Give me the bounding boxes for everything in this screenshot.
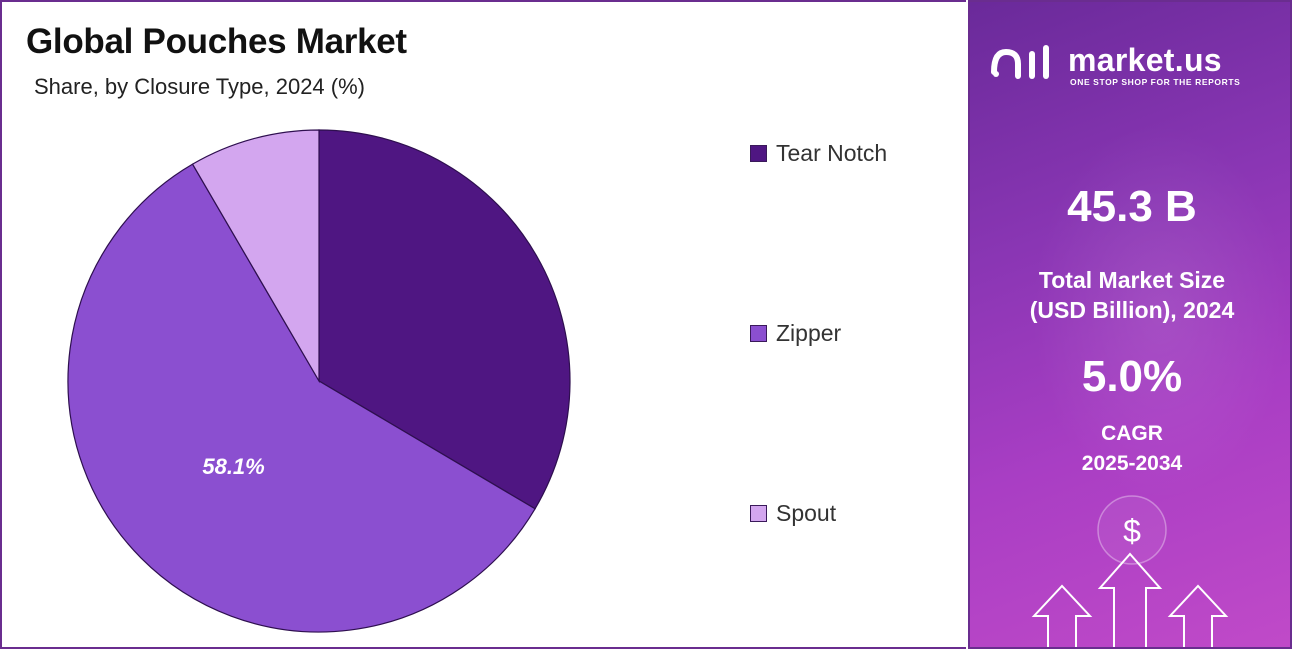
- legend-swatch-tear-notch: [750, 144, 767, 162]
- cagr-label-line2: 2025-2034: [1081, 452, 1183, 475]
- dollar-coin-icon: $: [1097, 495, 1167, 565]
- legend-swatch-spout: [750, 504, 767, 522]
- cagr-label-line1: CAGR: [1101, 422, 1163, 445]
- cagr-value: 5.0%: [1081, 352, 1183, 401]
- legend-item-tear-notch: Tear Notch: [750, 138, 887, 168]
- market-size-label-line2: (USD Billion), 2024: [1029, 297, 1235, 323]
- decor-graphic: $: [1031, 495, 1229, 647]
- brand-name: market.us: [1068, 42, 1222, 78]
- brand-tagline: ONE STOP SHOP FOR THE REPORTS: [1070, 77, 1241, 87]
- chart-subtitle: Share, by Closure Type, 2024 (%): [34, 74, 365, 99]
- pie-data-labels: 58.1%: [202, 454, 264, 479]
- legend-label-spout: Spout: [776, 499, 837, 526]
- pie-slice-zipper: [67, 163, 536, 633]
- pie-slice-spout: [191, 129, 320, 384]
- up-arrow-icon: [1031, 552, 1229, 647]
- brand-logo: market.us ONE STOP SHOP FOR THE REPORTS: [990, 40, 1280, 90]
- legend-item-zipper: Zipper: [750, 318, 841, 348]
- legend-swatch-zipper: [750, 324, 767, 342]
- currency-symbol: $: [1123, 513, 1141, 549]
- chart-title: Global Pouches Market: [26, 22, 407, 61]
- chart-panel: Global Pouches Market Share, by Closure …: [0, 0, 966, 649]
- market-size-value: 45.3 B: [1067, 182, 1197, 231]
- market-size-label-line1: Total Market Size: [1038, 267, 1226, 293]
- chart-legend: Tear Notch Zipper Spout: [750, 138, 960, 538]
- pie-slices: [67, 129, 571, 633]
- info-panel: $ market.us ONE STOP SHOP FOR THE REPORT…: [968, 0, 1292, 649]
- legend-label-zipper: Zipper: [776, 319, 842, 346]
- legend-label-tear-notch: Tear Notch: [776, 139, 888, 166]
- data-label-zipper: 58.1%: [202, 454, 264, 479]
- pie-chart: 58.1%: [67, 129, 571, 633]
- brand-logo-icon: [991, 45, 1049, 79]
- legend-item-spout: Spout: [750, 498, 836, 528]
- pie-slice-tear-notch: [318, 129, 571, 510]
- background-glow: [1030, 122, 1290, 502]
